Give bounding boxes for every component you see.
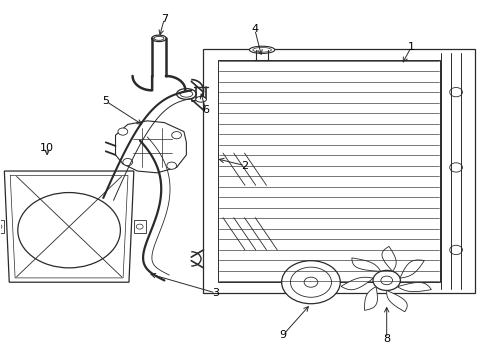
Bar bbox=[134, 220, 146, 233]
Text: 3: 3 bbox=[212, 288, 219, 298]
Circle shape bbox=[282, 261, 340, 304]
Circle shape bbox=[381, 276, 392, 285]
Circle shape bbox=[450, 245, 463, 255]
Circle shape bbox=[373, 270, 400, 291]
Text: 6: 6 bbox=[202, 105, 209, 115]
Bar bbox=[0, 220, 4, 233]
Text: 10: 10 bbox=[40, 143, 54, 153]
Circle shape bbox=[304, 277, 318, 287]
Text: 1: 1 bbox=[408, 42, 415, 52]
Polygon shape bbox=[4, 171, 134, 282]
Circle shape bbox=[450, 163, 463, 172]
Circle shape bbox=[172, 132, 181, 139]
Ellipse shape bbox=[154, 36, 164, 40]
Polygon shape bbox=[341, 277, 373, 290]
Text: 9: 9 bbox=[280, 330, 287, 340]
Text: 7: 7 bbox=[161, 14, 168, 24]
Bar bbox=[203, 49, 475, 293]
Text: 4: 4 bbox=[251, 24, 258, 35]
Text: 5: 5 bbox=[102, 96, 109, 106]
Text: 8: 8 bbox=[383, 333, 390, 343]
Bar bbox=[218, 60, 441, 282]
Circle shape bbox=[123, 158, 133, 166]
Ellipse shape bbox=[196, 96, 206, 102]
Polygon shape bbox=[116, 121, 186, 173]
Text: 2: 2 bbox=[242, 161, 248, 171]
Polygon shape bbox=[382, 246, 396, 271]
Polygon shape bbox=[397, 283, 431, 292]
Circle shape bbox=[0, 224, 2, 229]
Polygon shape bbox=[365, 287, 377, 310]
Ellipse shape bbox=[176, 89, 196, 99]
Ellipse shape bbox=[253, 48, 271, 52]
Ellipse shape bbox=[249, 46, 275, 53]
Polygon shape bbox=[352, 258, 381, 271]
Circle shape bbox=[450, 87, 463, 97]
Circle shape bbox=[136, 224, 143, 229]
Ellipse shape bbox=[152, 35, 166, 41]
Circle shape bbox=[167, 162, 176, 169]
Ellipse shape bbox=[180, 91, 193, 97]
Polygon shape bbox=[387, 291, 407, 312]
Circle shape bbox=[291, 267, 331, 297]
Circle shape bbox=[118, 128, 128, 135]
Polygon shape bbox=[400, 260, 424, 278]
